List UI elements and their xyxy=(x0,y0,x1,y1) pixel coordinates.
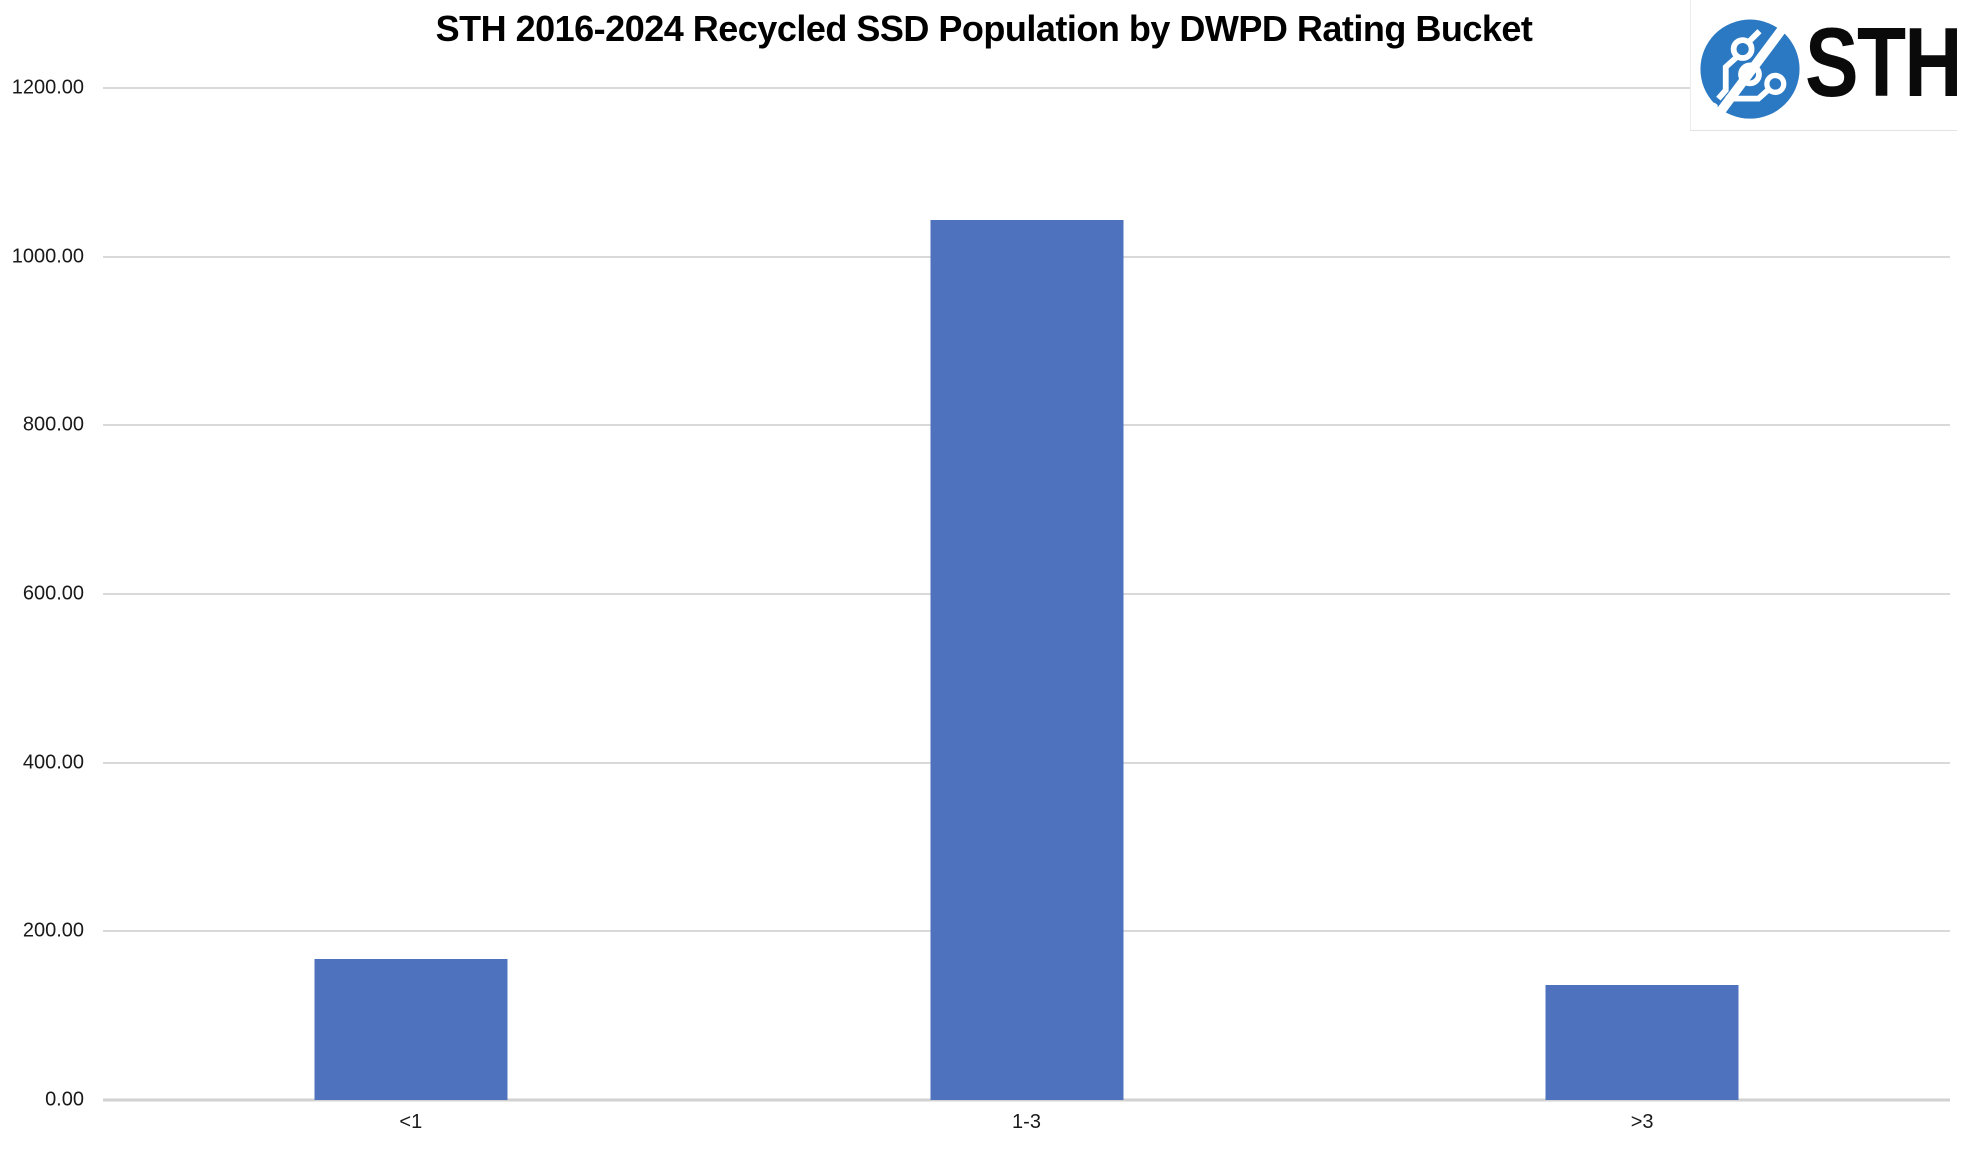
sth-logo: STH xyxy=(1690,0,1962,131)
y-axis-tick-label: 200.00 xyxy=(22,919,84,942)
x-axis-tick-label: 1-3 xyxy=(1012,1111,1041,1133)
y-axis-tick-label: 0.00 xyxy=(45,1088,84,1111)
bar-<1 xyxy=(314,959,508,1100)
plot-area: <1 1-3 >3 xyxy=(103,87,1950,1133)
logo-circuit-traces xyxy=(1704,19,1791,119)
y-axis-tick-label: 800.00 xyxy=(22,413,84,436)
y-axis-tick-label: 400.00 xyxy=(22,751,84,774)
y-axis-tick-label: 1200.00 xyxy=(11,76,84,99)
y-axis-tick-label: 1000.00 xyxy=(11,245,84,268)
bar->3 xyxy=(1545,985,1739,1100)
sth-logo-text: STH xyxy=(1805,7,1962,117)
x-axis-line xyxy=(103,1098,1950,1102)
bar-1-3 xyxy=(930,219,1123,1100)
gridline xyxy=(103,87,1950,89)
y-axis: 0.00 200.00 400.00 600.00 800.00 1000.00 1200.… xyxy=(0,77,84,1111)
chart-title: STH 2016-2024 Recycled SSD Population by… xyxy=(435,8,1533,49)
x-axis-tick-label: <1 xyxy=(399,1111,423,1133)
x-axis-tick-label: >3 xyxy=(1630,1111,1654,1133)
y-axis-tick-label: 600.00 xyxy=(22,582,84,605)
sth-logo-circle-icon xyxy=(1700,19,1800,119)
